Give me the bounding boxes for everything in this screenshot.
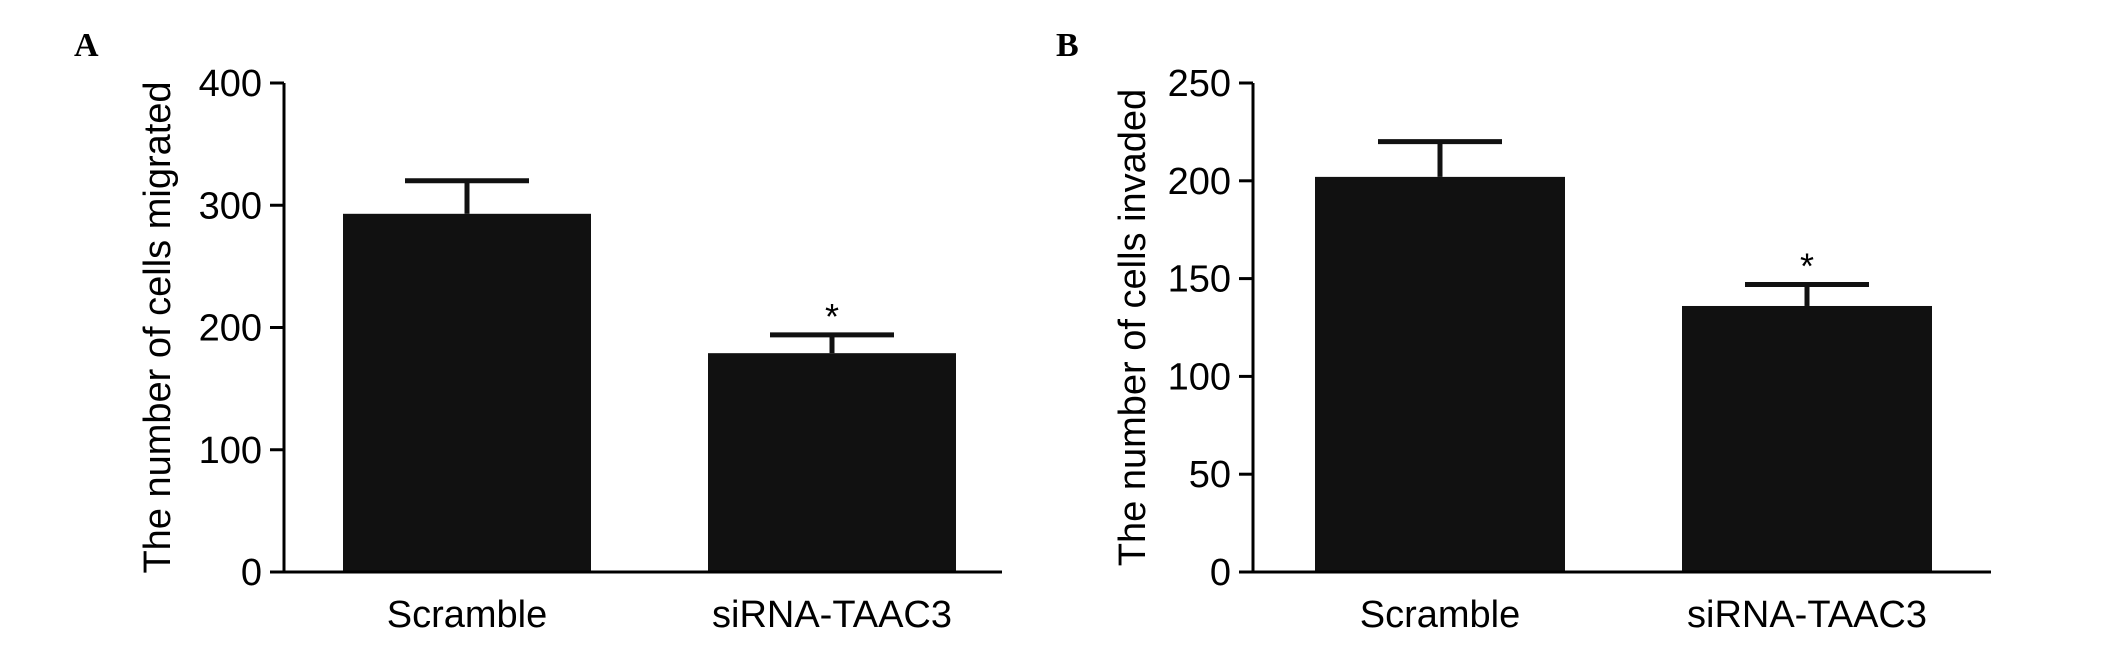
panel-a-error-bar-1 xyxy=(405,178,529,214)
panel-b-significance-marker-2: * xyxy=(1800,245,1814,286)
panel-a-y-tick-label-3: 300 xyxy=(199,185,262,227)
panel-b-error-bar-2 xyxy=(1745,281,1869,306)
panel-b-y-tick-label-2: 100 xyxy=(1168,356,1231,398)
panel-a-y-tick-label-1: 100 xyxy=(199,430,262,472)
panel-b-bar-1 xyxy=(1315,176,1565,572)
panel-a-bar-chart: A Scramble * siRNA-TAAC3 0 100 200 300 400 The n… xyxy=(74,27,1002,636)
panel-b-bar-chart: B Scramble * siRNA-TAAC3 0 50 100 150 200 250 The… xyxy=(1056,27,1991,636)
panel-b-letter: B xyxy=(1056,27,1079,64)
panel-b-error-bar-1 xyxy=(1378,139,1502,177)
panel-b-bar-2 xyxy=(1682,305,1932,572)
panel-b-category-label-1: Scramble xyxy=(1360,594,1521,636)
panel-a-y-tick-label-0: 0 xyxy=(241,552,262,594)
panel-b-y-axis-title: The number of cells invaded xyxy=(1112,89,1154,566)
panel-a-bar-2 xyxy=(708,353,956,572)
panel-a-error-bar-2 xyxy=(770,332,894,354)
panel-b-category-label-2: siRNA-TAAC3 xyxy=(1687,594,1927,636)
panel-a-y-axis-title: The number of cells migrated xyxy=(137,81,179,573)
panel-a-y-tick-label-4: 400 xyxy=(199,63,262,105)
panel-b-y-tick-label-1: 50 xyxy=(1189,454,1231,496)
panel-a-bar-1 xyxy=(343,213,591,572)
panel-a-y-tick-label-2: 200 xyxy=(199,308,262,350)
panel-a-significance-marker-2: * xyxy=(825,296,839,337)
panel-a-letter: A xyxy=(74,27,99,64)
panel-a-category-label-1: Scramble xyxy=(387,594,548,636)
panel-b-y-tick-label-3: 150 xyxy=(1168,259,1231,301)
panel-b-y-tick-label-5: 250 xyxy=(1168,63,1231,105)
panel-a-category-label-2: siRNA-TAAC3 xyxy=(712,594,952,636)
panel-b-y-tick-label-4: 200 xyxy=(1168,161,1231,203)
panel-b-y-tick-label-0: 0 xyxy=(1210,552,1231,594)
